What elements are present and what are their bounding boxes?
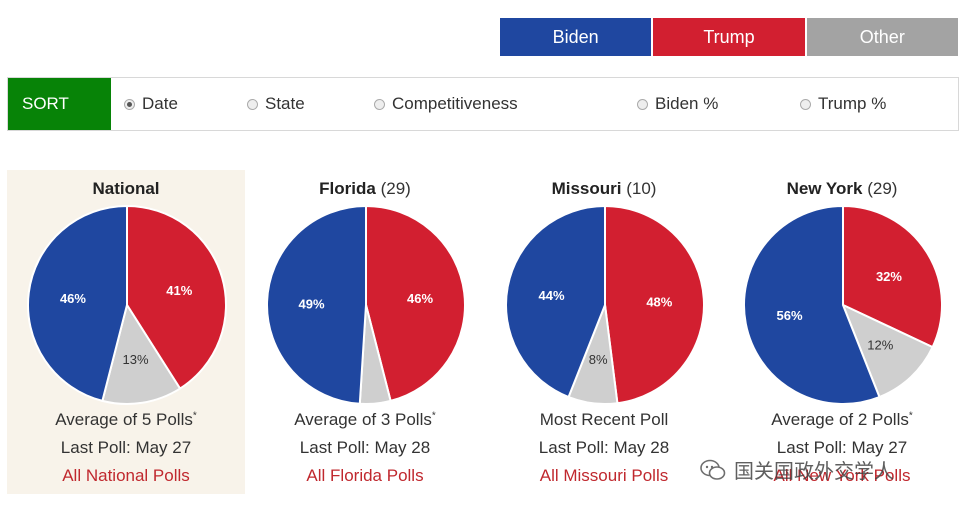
pie-slice-trump [842,204,943,349]
radio-icon[interactable] [637,98,648,110]
pie-slice-other [841,303,934,399]
caption-text: Average of 5 Polls [55,410,193,429]
sort-option-label: Competitiveness [392,94,518,113]
watermark: 国关国政外交学人 [700,455,894,484]
chat-bubbles-icon [700,459,726,480]
state-name: Missouri [551,179,622,198]
poll-caption: Average of 3 Polls* [246,410,484,430]
sort-option-label: Trump % [818,94,887,113]
pie-slice-biden [26,204,128,403]
sort-bar: SORT Date State Competitiveness Biden % … [7,77,959,131]
legend: Biden Trump Other [500,18,958,56]
state-name: National [92,179,160,198]
electoral-votes: (29) [380,179,411,198]
all-polls-link[interactable]: All Florida Polls [306,466,424,485]
sort-option-label: Biden % [655,94,719,113]
radio-icon[interactable] [800,98,811,110]
poll-caption: Average of 5 Polls* [7,410,245,430]
pie-slice-biden [265,204,367,405]
poll-caption: Most Recent Poll [485,410,723,430]
sort-option-label: State [265,94,305,113]
poll-card-2: Missouri (10) 48% 8% 44% Most Recent Poll Las… [485,170,723,494]
pie-label-biden: 46% [60,291,86,306]
radio-icon[interactable] [374,98,385,110]
caption-text: Most Recent Poll [539,410,669,429]
watermark-text: 国关国政外交学人 [734,461,894,483]
pie-label-trump: 41% [166,283,192,298]
pie-label-other: 8% [589,352,608,367]
sort-label: SORT [8,78,111,130]
pie-slice-trump [365,204,466,403]
footnote-mark: * [431,410,436,422]
radio-icon[interactable] [124,98,135,110]
caption-text: Average of 2 Polls [771,410,909,429]
footnote-mark: * [192,410,197,422]
poll-caption: Average of 2 Polls* [723,410,961,430]
electoral-votes: (10) [626,179,657,198]
all-polls-link[interactable]: All Missouri Polls [539,466,669,485]
card-title: Missouri (10) [485,179,723,199]
poll-card-1: Florida (29) 46% 49% Average of 3 Polls* Las… [246,170,484,494]
pie-slice-biden [743,204,881,405]
pie-label-biden: 49% [299,296,325,311]
state-name: Florida [319,179,376,198]
pie-label-biden: 44% [538,288,564,303]
pie-slice-biden [505,204,606,399]
card-title: National [7,179,245,199]
poll-card-0: National 41% 13% 46% Average of 5 Polls* Las… [7,170,245,494]
last-poll-date: Last Poll: May 27 [776,438,908,457]
pie-chart: 48% 8% 44% [505,204,705,405]
sort-option-trump-pct[interactable]: Trump % [800,78,886,130]
sort-option-biden-pct[interactable]: Biden % [637,78,718,130]
radio-icon[interactable] [247,98,258,110]
last-poll-date: Last Poll: May 27 [60,438,192,457]
pie-label-trump: 32% [876,269,902,284]
all-polls-link[interactable]: All New York Polls [773,466,911,485]
last-poll-date: Last Poll: May 28 [299,438,431,457]
legend-biden: Biden [500,18,654,56]
poll-card-3: New York (29) 32% 12% 56% Average of 2 Polls… [723,170,961,494]
pie-label-other: 12% [867,338,893,353]
legend-other: Other [806,18,958,56]
card-title: New York (29) [723,179,961,199]
pie-label-other: 13% [123,352,149,367]
pie-slice-trump [604,204,705,405]
pie-label-biden: 56% [776,308,802,323]
pie-label-trump: 48% [646,295,672,310]
legend-trump: Trump [653,18,807,56]
sort-option-date[interactable]: Date [124,78,178,130]
state-name: New York [786,179,863,198]
sort-option-state[interactable]: State [247,78,305,130]
pie-chart: 41% 13% 46% [26,204,227,405]
sort-option-competitiveness[interactable]: Competitiveness [374,78,518,130]
sort-option-label: Date [142,94,178,113]
card-title: Florida (29) [246,179,484,199]
pie-chart: 32% 12% 56% [743,204,943,405]
electoral-votes: (29) [867,179,898,198]
all-polls-link[interactable]: All National Polls [62,466,190,485]
last-poll-date: Last Poll: May 28 [538,438,670,457]
pie-slice-other [101,302,182,405]
pie-chart: 46% 49% [265,204,466,405]
pie-label-trump: 46% [407,291,433,306]
footnote-mark: * [908,410,913,422]
caption-text: Average of 3 Polls [294,410,432,429]
